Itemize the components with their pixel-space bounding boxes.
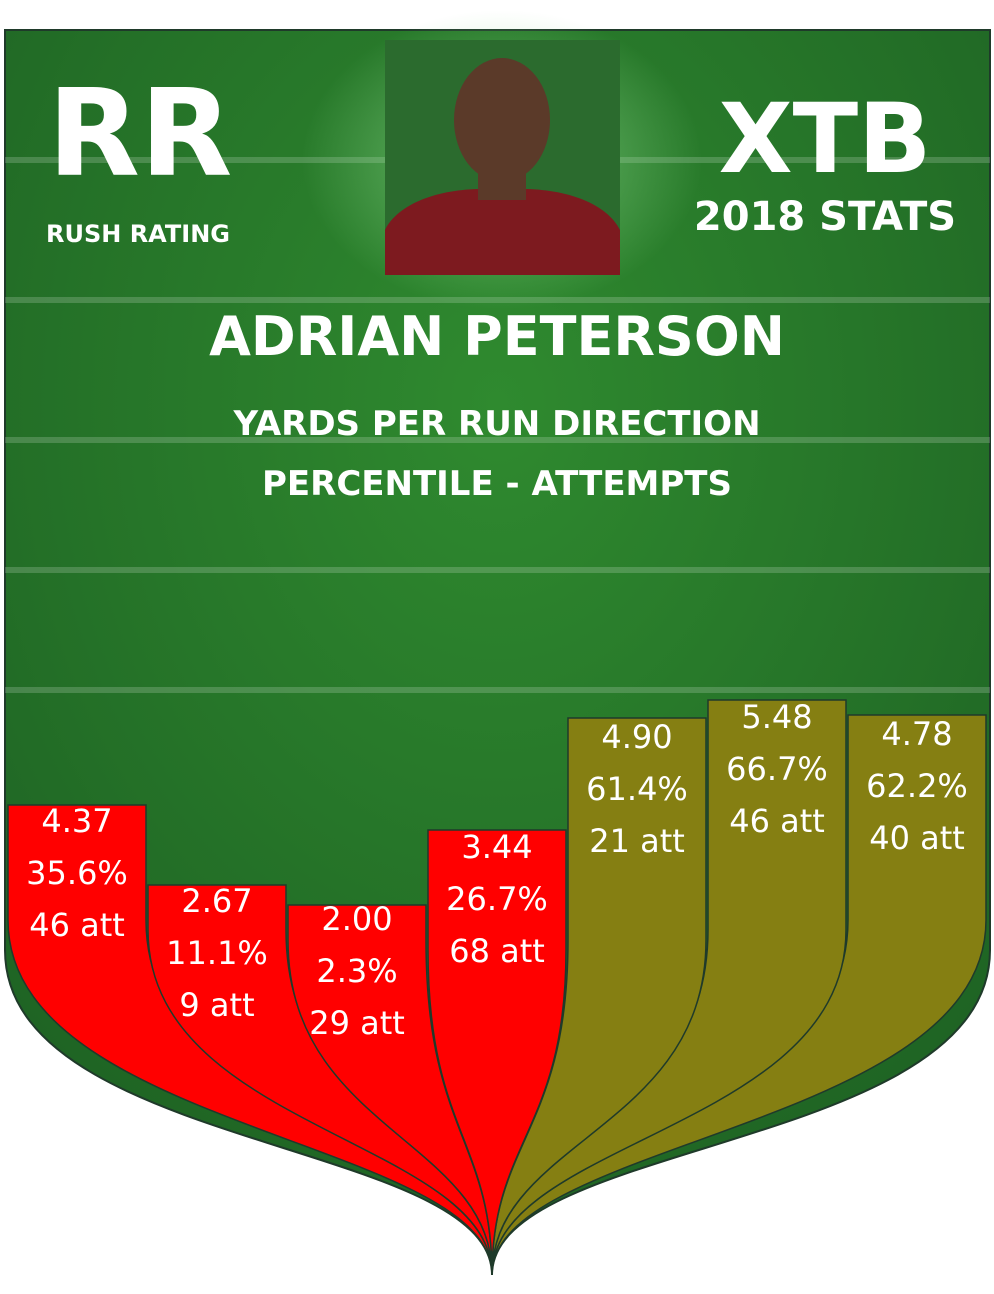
direction-column: 4.90 61.4% 21 att bbox=[491, 717, 707, 1276]
logo-left-caption: RUSH RATING bbox=[46, 220, 230, 248]
column-percentile: 11.1% bbox=[166, 934, 268, 972]
column-ypc: 4.90 bbox=[601, 718, 672, 756]
direction-column: 2.67 11.1% 9 att bbox=[147, 882, 493, 1276]
logo-right: XTB bbox=[719, 83, 932, 195]
column-attempts: 68 att bbox=[449, 932, 545, 970]
column-ypc: 4.37 bbox=[41, 802, 112, 840]
column-percentile: 35.6% bbox=[26, 854, 128, 892]
column-percentile: 66.7% bbox=[726, 750, 828, 788]
column-ypc: 5.48 bbox=[741, 698, 812, 736]
column-attempts: 9 att bbox=[179, 986, 254, 1024]
player-photo bbox=[385, 40, 620, 275]
column-attempts: 29 att bbox=[309, 1004, 405, 1042]
column-attempts: 21 att bbox=[589, 822, 685, 860]
direction-column: 2.00 2.3% 29 att bbox=[287, 900, 493, 1276]
subtitle: YARDS PER RUN DIRECTION bbox=[232, 404, 760, 444]
column-percentile: 62.2% bbox=[866, 767, 968, 805]
column-ypc: 2.00 bbox=[321, 900, 392, 938]
logo-right-caption: 2018 STATS bbox=[694, 194, 956, 240]
logo-left: RR bbox=[48, 65, 233, 204]
column-percentile: 61.4% bbox=[586, 770, 688, 808]
column-attempts: 46 att bbox=[29, 906, 125, 944]
title: ADRIAN PETERSON bbox=[209, 305, 785, 368]
column-percentile: 26.7% bbox=[446, 880, 548, 918]
column-ypc: 4.78 bbox=[881, 715, 952, 753]
column-ypc: 2.67 bbox=[181, 882, 252, 920]
direction-column: 3.44 26.7% 68 att bbox=[427, 828, 567, 1276]
column-attempts: 40 att bbox=[869, 819, 965, 857]
column-ypc: 3.44 bbox=[461, 828, 532, 866]
subtitle: PERCENTILE - ATTEMPTS bbox=[262, 464, 732, 504]
column-percentile: 2.3% bbox=[316, 952, 397, 990]
column-attempts: 46 att bbox=[729, 802, 825, 840]
direction-columns: 4.37 35.6% 46 att 4.78 62.2% 40 att 2.67 11.1% 9… bbox=[7, 698, 987, 1276]
column-shape bbox=[427, 829, 567, 1276]
